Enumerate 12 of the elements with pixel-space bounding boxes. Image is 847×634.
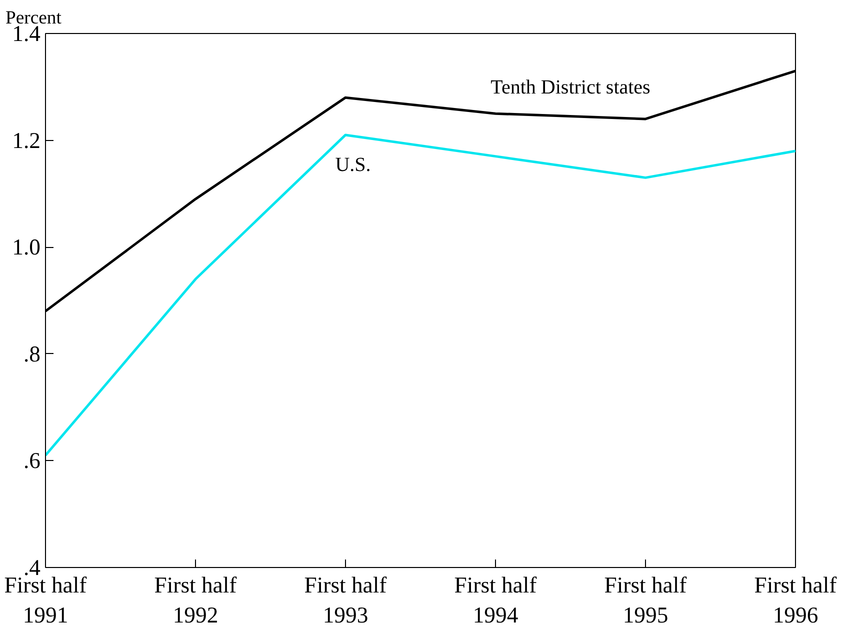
y-tick-label: 1.2 <box>12 128 41 153</box>
y-tick-label: .6 <box>24 448 41 474</box>
y-tick-label: .8 <box>24 341 41 366</box>
series-label: Tenth District states <box>490 76 651 98</box>
line-series <box>46 134 796 457</box>
series-label: U.S. <box>335 154 371 176</box>
x-tick-label: First half 1995 <box>604 572 688 628</box>
x-tick-label: First half 1994 <box>454 572 538 628</box>
x-tick-label: First half 1993 <box>304 572 388 628</box>
x-tick-label: First half 1992 <box>154 572 238 628</box>
y-tick-label: 1.0 <box>12 234 41 260</box>
x-tick-label: First half 1996 <box>754 572 838 628</box>
